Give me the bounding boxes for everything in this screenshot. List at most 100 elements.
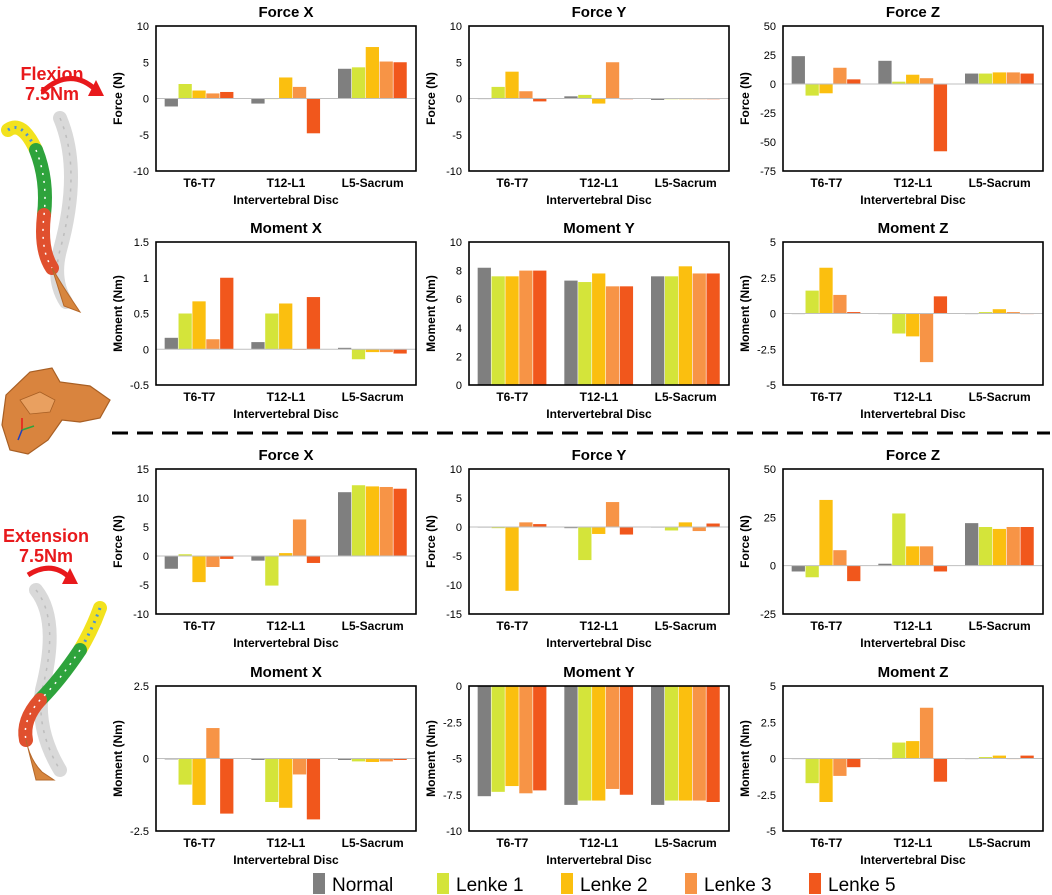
bar-lenke-1-l5-sacrum [978,757,993,759]
bar-lenke-1-t12-l1 [578,686,592,801]
bar-normal-t6-t7 [791,56,805,84]
x-axis-label: Intervertebral Disc [546,636,652,650]
x-axis-label: Intervertebral Disc [233,636,339,650]
bar-lenke-3-l5-sacrum [379,61,393,99]
category-label: L5-Sacrum [969,619,1031,633]
bar-lenke-1-t6-t7 [805,565,819,578]
y-tick-label: 10 [450,237,462,249]
y-tick-label: -2.5 [130,826,149,838]
category-label: T12-L1 [894,619,933,633]
x-axis-label: Intervertebral Disc [233,407,339,421]
plot-frame [468,468,730,615]
y-tick-label: -10 [446,166,462,178]
x-axis-label: Intervertebral Disc [860,636,966,650]
category-label: L5-Sacrum [969,836,1031,850]
bar-normal-l5-sacrum [338,68,352,99]
y-tick-label: -5 [139,580,149,592]
chart-flexion-force-y: Force Y -10 -5 0 5 10 Force (N) T6-T7 T12-L1 L5-S… [424,4,730,207]
chart-title: Force Y [572,4,627,21]
y-axis-label: Moment (Nm) [424,720,438,797]
y-tick-label: 25 [764,512,776,524]
bar-normal-l5-sacrum [651,98,665,100]
bar-lenke-3-l5-sacrum [1006,527,1020,566]
bar-normal-l5-sacrum [965,523,979,566]
y-tick-label: 0 [143,94,149,106]
bar-normal-l5-sacrum [651,686,665,805]
bar-lenke-1-l5-sacrum [978,312,993,314]
chart-extension-moment-y: Moment Y -10 -7.5 -5 -2.5 0 Moment (Nm) T6-T7 T1… [424,664,730,867]
y-tick-label: 5 [770,681,776,693]
chart-flexion-force-z: Force Z -75 -50 -25 0 25 50 Force (N) T6-T7 T12-L… [738,4,1044,207]
bar-lenke-2-t6-t7 [192,758,206,805]
chart-title: Moment Y [563,664,634,681]
y-tick-label: 15 [137,464,149,476]
y-tick-label: 5 [456,57,462,69]
x-axis-label: Intervertebral Disc [546,193,652,207]
bar-lenke-3-t12-l1 [919,313,934,363]
plot-frame [155,25,417,172]
y-tick-label: 50 [764,21,776,33]
plot-frame [782,468,1044,615]
bar-lenke-5-l5-sacrum [393,488,407,556]
chart-extension-moment-z: Moment Z -5 -2.5 0 2.5 5 Moment (Nm) T6-T7 T12-L… [738,664,1044,867]
y-tick-label: 0 [770,309,776,321]
chart-title: Moment X [250,664,322,681]
y-axis-label: Force (N) [738,515,752,568]
legend-label-lenke-2: Lenke 2 [580,875,648,895]
bar-lenke-2-l5-sacrum [992,309,1006,314]
category-label: T12-L1 [580,176,619,190]
y-tick-label: 0 [143,754,149,766]
category-label: T6-T7 [810,619,842,633]
bar-lenke-3-t12-l1 [919,546,934,566]
y-tick-label: -5 [452,551,462,563]
y-tick-label: 2.5 [761,717,776,729]
chart-title: Force Z [886,447,940,464]
y-tick-label: 5 [143,522,149,534]
bar-lenke-3-t12-l1 [605,686,620,789]
bar-lenke-3-l5-sacrum [379,349,393,353]
y-tick-label: 1 [143,273,149,285]
bar-lenke-3-t12-l1 [605,286,620,385]
category-label: L5-Sacrum [655,836,717,850]
y-axis-label: Force (N) [111,72,125,125]
bar-lenke-3-l5-sacrum [692,527,706,532]
bar-lenke-1-t6-t7 [178,313,192,350]
plot-frame [155,685,417,832]
category-label: L5-Sacrum [342,619,404,633]
bar-lenke-1-l5-sacrum [351,758,366,762]
bar-lenke-5-t6-t7 [220,556,234,559]
category-label: T6-T7 [810,836,842,850]
category-label: T12-L1 [894,836,933,850]
category-label: T6-T7 [496,176,528,190]
bar-lenke-2-t12-l1 [279,77,293,99]
bar-lenke-2-t6-t7 [505,276,519,385]
bar-lenke-1-t12-l1 [892,742,906,759]
y-tick-label: 5 [770,237,776,249]
bar-lenke-2-l5-sacrum [365,486,379,556]
chart-title: Moment Y [563,220,634,237]
y-axis-label: Moment (Nm) [738,720,752,797]
bar-lenke-2-t12-l1 [592,98,606,104]
bar-lenke-5-t6-t7 [533,524,547,527]
bar-lenke-2-l5-sacrum [992,528,1006,566]
bar-lenke-2-t12-l1 [592,273,606,385]
bar-normal-t6-t7 [164,337,178,350]
bar-lenke-2-l5-sacrum [678,522,692,527]
legend-swatch-normal [313,873,325,894]
bar-lenke-5-t12-l1 [619,286,634,385]
category-label: T6-T7 [810,176,842,190]
bar-lenke-3-l5-sacrum [379,758,393,762]
x-axis-label: Intervertebral Disc [233,853,339,867]
y-tick-label: 0 [456,94,462,106]
chart-title: Moment Z [878,664,949,681]
bar-lenke-5-t12-l1 [933,296,948,314]
y-axis-label: Force (N) [424,72,438,125]
bar-lenke-1-t6-t7 [491,527,505,529]
bar-lenke-1-l5-sacrum [978,73,993,84]
bar-lenke-2-l5-sacrum [365,349,379,353]
y-tick-label: 0 [456,681,462,693]
x-axis-label: Intervertebral Disc [860,407,966,421]
bar-lenke-2-t12-l1 [906,313,920,337]
bar-lenke-5-l5-sacrum [706,523,720,527]
